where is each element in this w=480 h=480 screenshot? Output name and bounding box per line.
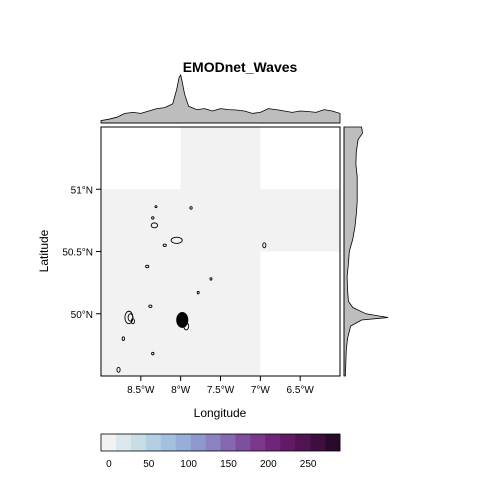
contour-line bbox=[154, 205, 158, 209]
y-tick-label: 51°N bbox=[71, 185, 93, 196]
colorbar-tick-label: 250 bbox=[300, 459, 317, 470]
contour-line bbox=[189, 206, 193, 210]
contour-line bbox=[183, 322, 190, 331]
x-axis-label: Longitude bbox=[194, 406, 247, 420]
density-curve-right bbox=[343, 126, 389, 377]
x-axis-ticks: 8.5°W 8°W 7.5°W 7°W 6.5°W bbox=[127, 376, 314, 396]
heatmap-cells bbox=[101, 127, 340, 376]
colorbar-tick-label: 100 bbox=[180, 459, 197, 470]
contour-line bbox=[176, 312, 189, 328]
contour-line bbox=[127, 313, 134, 322]
contour-line bbox=[151, 351, 155, 356]
colorbar-swatch bbox=[175, 434, 191, 451]
contour-line bbox=[121, 336, 125, 341]
contour-line bbox=[262, 242, 267, 249]
y-tick-label: 50.5°N bbox=[62, 248, 93, 259]
contour-line bbox=[148, 304, 153, 308]
colorbar-tick-label: 150 bbox=[220, 459, 237, 470]
contour-line bbox=[151, 216, 155, 220]
x-tick-label: 6.5°W bbox=[286, 385, 314, 396]
colorbar-swatch bbox=[205, 434, 221, 451]
x-tick-label: 8°W bbox=[171, 385, 191, 396]
colorbar-tick-label: 0 bbox=[106, 459, 112, 470]
marginal-density-right bbox=[343, 126, 389, 377]
colorbar-swatch bbox=[220, 434, 236, 451]
x-tick-label: 8.5°W bbox=[127, 385, 155, 396]
contour-line bbox=[145, 264, 150, 269]
y-axis-ticks: 50°N 50.5°N 51°N bbox=[62, 185, 101, 321]
heatmap-cell bbox=[260, 189, 340, 252]
colorbar-swatch bbox=[145, 434, 162, 451]
colorbar-swatch bbox=[115, 434, 132, 451]
colorbar-swatch bbox=[160, 434, 176, 451]
colorbar-tick-label: 50 bbox=[143, 459, 155, 470]
contour-line bbox=[162, 243, 167, 247]
contour-line bbox=[196, 290, 200, 295]
marginal-density-top bbox=[100, 73, 341, 124]
colorbar-frame bbox=[100, 433, 341, 452]
contour-line bbox=[150, 222, 159, 229]
colorbar-swatch bbox=[130, 434, 147, 451]
colorbar-swatch bbox=[190, 434, 206, 451]
heatmap-cell bbox=[101, 189, 181, 376]
y-axis-label: Latitude bbox=[37, 229, 51, 272]
colorbar-swatch bbox=[325, 434, 341, 451]
chart-title: EMODnet_Waves bbox=[183, 59, 298, 75]
heatmap-cell bbox=[180, 127, 261, 376]
colorbar-swatch bbox=[280, 434, 296, 451]
contour-line bbox=[209, 277, 213, 281]
colorbar-tick-label: 200 bbox=[260, 459, 277, 470]
density-curve-top bbox=[100, 73, 341, 124]
x-tick-label: 7.5°W bbox=[207, 385, 235, 396]
colorbar: 0 50 100 150 200 250 bbox=[100, 433, 341, 470]
contour-line bbox=[116, 366, 121, 373]
x-tick-label: 7°W bbox=[251, 385, 271, 396]
contour-line bbox=[130, 318, 135, 325]
colorbar-swatch bbox=[235, 434, 251, 451]
colorbar-swatch bbox=[101, 434, 117, 451]
y-tick-label: 50°N bbox=[71, 310, 93, 321]
contour-line bbox=[170, 236, 183, 244]
colorbar-swatch bbox=[295, 434, 311, 451]
colorbar-swatch bbox=[310, 434, 326, 451]
coastline-contours bbox=[116, 205, 267, 373]
colorbar-swatch bbox=[250, 434, 266, 451]
colorbar-swatch bbox=[265, 434, 281, 451]
